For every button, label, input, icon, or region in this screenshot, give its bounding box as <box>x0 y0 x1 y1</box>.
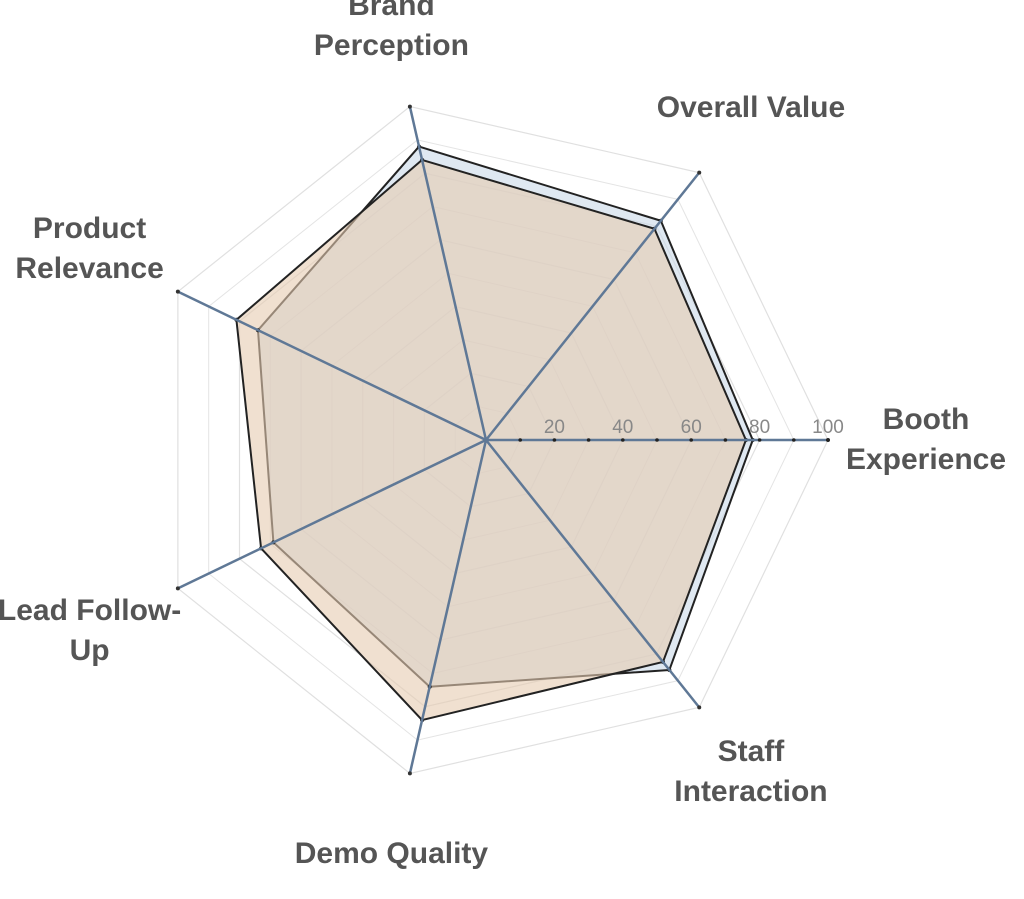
tick-label: 20 <box>544 417 565 438</box>
axis-end <box>175 586 180 591</box>
axis-end <box>697 170 702 175</box>
axis-end <box>697 705 702 710</box>
tick-label: 100 <box>812 417 844 438</box>
category-label: Product Relevance <box>15 212 164 286</box>
axis-end <box>407 104 412 109</box>
axis-line <box>485 439 701 709</box>
minor-grid-ring <box>208 139 795 741</box>
category-label: Staff Interaction <box>674 735 828 809</box>
tick-label: 60 <box>681 417 702 438</box>
tick-label: 80 <box>749 417 770 438</box>
tick-mark <box>689 438 693 442</box>
axis-end <box>175 289 180 294</box>
minor-tick <box>655 438 659 442</box>
minor-tick <box>792 438 796 442</box>
minor-tick <box>586 438 591 442</box>
tick-mark <box>757 438 762 442</box>
tick-mark <box>621 438 625 442</box>
category-label: Brand Perception <box>313 0 469 62</box>
axis-line <box>177 290 487 442</box>
category-label: Demo Quality <box>294 837 489 871</box>
axis-line <box>177 438 487 590</box>
axis-line <box>408 106 488 441</box>
axis-line <box>485 171 701 441</box>
category-label: Overall Value <box>656 90 846 124</box>
minor-tick <box>723 438 728 442</box>
tick-label: 40 <box>612 417 633 438</box>
tick-mark <box>552 438 557 442</box>
minor-tick <box>518 438 522 442</box>
axis-end <box>407 771 412 776</box>
category-label: Booth Experience <box>845 403 1007 476</box>
axis-line <box>408 439 488 774</box>
tick-mark <box>826 438 830 442</box>
category-label: Lead Follow-Up <box>0 593 182 667</box>
grid-ring <box>177 105 829 775</box>
